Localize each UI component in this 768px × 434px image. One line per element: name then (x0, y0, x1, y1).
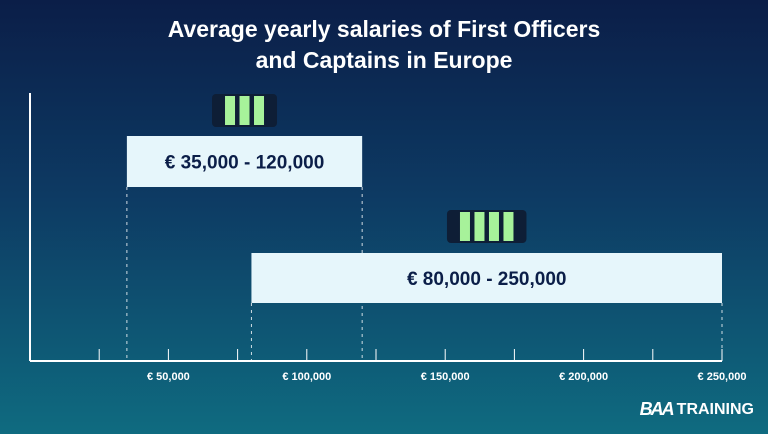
first-officers-range-bar (126, 136, 363, 187)
baa-training-logo: BAA TRAINING (640, 399, 754, 420)
captains-rank-stripe (459, 212, 470, 241)
x-tick-label: € 250,000 (698, 371, 747, 383)
first-officers-rank-stripe (254, 96, 265, 125)
x-tick-label: € 150,000 (421, 371, 470, 383)
first-officers-rank-stripe (239, 96, 250, 125)
logo-text: TRAINING (676, 400, 754, 418)
captains-range-bar (251, 253, 722, 303)
captains-epaulette-icon (446, 210, 527, 243)
chart-title-line1: Average yearly salaries of First Officer… (167, 16, 601, 42)
x-tick-label: € 100,000 (282, 371, 331, 383)
captains-range-label: € 80,000 - 250,000 (407, 269, 567, 290)
baa-logo-mark: BAA (639, 399, 675, 419)
captains-rank-stripe (474, 212, 485, 241)
x-tick-label: € 200,000 (559, 371, 608, 383)
chart-title-line2: and Captains in Europe (255, 47, 513, 73)
captains-rank-stripe (503, 212, 514, 241)
captains-rank-stripe (488, 212, 499, 241)
x-tick-label: € 50,000 (147, 371, 190, 383)
first-officers-rank-stripe (225, 96, 236, 125)
chart-title: Average yearly salaries of First Officer… (0, 14, 768, 76)
first-officers-range-label: € 35,000 - 120,000 (165, 153, 325, 174)
